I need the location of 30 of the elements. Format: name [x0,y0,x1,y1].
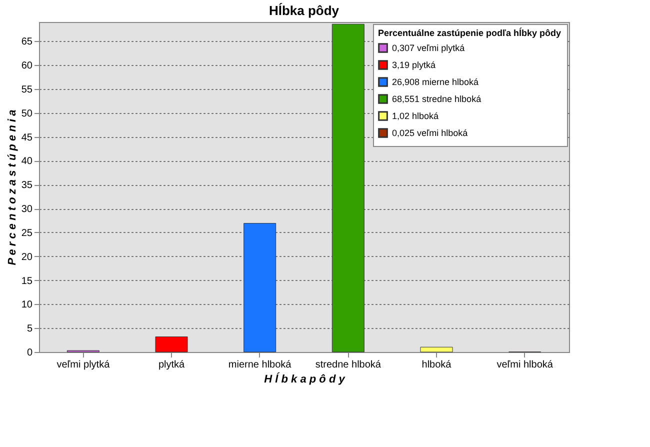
y-tick-label: 50 [21,108,33,120]
y-tick-label: 45 [21,132,33,144]
y-tick-label: 0 [26,348,33,358]
y-tick-label: 15 [21,276,33,287]
legend-label: 1,02 hlboká [392,111,439,121]
y-tick-label: 40 [21,156,33,168]
y-tick-label: 25 [21,228,33,239]
legend-label: 68,551 stredne hlboká [392,94,482,104]
chart-title: Hĺbka pôdy [268,2,340,18]
x-tick-label: hlboká [422,360,452,370]
x-tick-label: stredne hlboká [315,360,382,370]
legend-label: 26,908 mierne hlboká [392,77,479,87]
y-axis-title: P e r c e n t o z a s t ú p e n i a [6,110,18,266]
x-tick-label: mierne hlboká [228,360,292,370]
y-tick-label: 60 [21,60,33,72]
x-axis-title: H ĺ b k a p ô d y [264,372,346,386]
y-tick-label: 55 [21,84,33,96]
legend-label: 0,307 veľmi plytká [392,43,465,53]
legend-title: Percentuálne zastúpenie podľa hĺbky pôdy [378,27,562,38]
y-tick-label: 5 [26,324,33,335]
y-tick-label: 10 [21,300,33,311]
x-tick-label: veľmi plytká [56,360,110,370]
y-tick-label: 35 [21,180,33,192]
y-tick-label: 20 [21,252,33,263]
y-tick-label: 30 [21,204,33,216]
x-tick-label: plytká [158,360,185,370]
y-tick-label: 65 [21,36,33,48]
legend-label: 0,025 veľmi hlboká [392,128,468,138]
legend-label: 3,19 plytká [392,60,436,70]
x-tick-label: veľmi hlboká [496,360,554,370]
